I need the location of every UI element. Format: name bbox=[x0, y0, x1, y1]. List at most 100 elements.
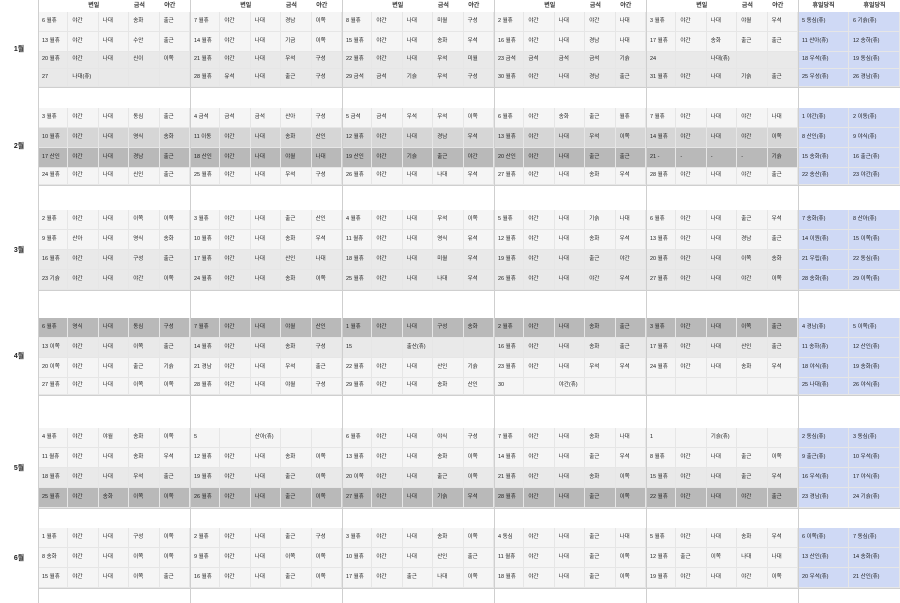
schedule-cell[interactable]: 야간 bbox=[524, 358, 555, 378]
schedule-cell[interactable]: 금석 bbox=[554, 52, 586, 69]
schedule-cell[interactable]: 나대 bbox=[402, 32, 434, 52]
schedule-cell[interactable]: 이쪽 bbox=[767, 270, 798, 290]
schedule-cell[interactable]: 나대 bbox=[554, 468, 586, 488]
schedule-cell[interactable]: 3 월휴 bbox=[342, 528, 373, 548]
schedule-cell[interactable]: 구성 bbox=[433, 318, 464, 338]
schedule-cell[interactable]: 13 월휴 bbox=[494, 128, 525, 148]
schedule-cell[interactable]: 우석 bbox=[615, 448, 646, 468]
schedule-cell[interactable]: 나대 bbox=[98, 548, 130, 568]
schedule-cell[interactable]: 이쪽 bbox=[159, 488, 190, 508]
schedule-cell[interactable]: 9 월휴 bbox=[38, 230, 69, 250]
schedule-cell[interactable]: 17 월휴 bbox=[646, 32, 677, 52]
schedule-cell[interactable]: 나대(휴) bbox=[706, 52, 738, 69]
schedule-cell[interactable]: 송화 bbox=[463, 318, 494, 338]
schedule-cell[interactable]: 17 월휴 bbox=[646, 338, 677, 358]
schedule-cell[interactable]: 우석 bbox=[767, 358, 798, 378]
schedule-cell[interactable]: 야간 bbox=[372, 250, 403, 270]
holiday-duty-cell[interactable]: 21 우립(휴) bbox=[798, 250, 849, 270]
schedule-cell[interactable]: 야간 bbox=[220, 338, 251, 358]
schedule-cell[interactable]: 야간 bbox=[676, 338, 707, 358]
schedule-cell[interactable] bbox=[676, 52, 707, 69]
schedule-cell[interactable]: 야간 bbox=[524, 230, 555, 250]
schedule-cell[interactable]: 이쪽 bbox=[615, 468, 646, 488]
schedule-cell[interactable]: 야간 bbox=[372, 230, 403, 250]
schedule-cell[interactable]: 나대 bbox=[554, 448, 586, 468]
schedule-cell[interactable]: 송화 bbox=[706, 32, 738, 52]
schedule-cell[interactable]: 야간 bbox=[68, 12, 99, 32]
schedule-cell[interactable]: 나대 bbox=[554, 69, 586, 87]
holiday-duty-cell[interactable]: 19 송화(휴) bbox=[849, 358, 900, 378]
schedule-cell[interactable]: 야간 bbox=[676, 358, 707, 378]
schedule-cell[interactable]: 야간 bbox=[524, 428, 555, 448]
holiday-duty-cell[interactable]: 6 기슭(휴) bbox=[849, 12, 900, 32]
schedule-cell[interactable]: 나대 bbox=[615, 12, 646, 32]
holiday-duty-cell[interactable]: 11 송하(휴) bbox=[798, 338, 849, 358]
schedule-cell[interactable]: 이쪽 bbox=[463, 568, 494, 588]
schedule-cell[interactable]: 우석 bbox=[433, 108, 464, 128]
schedule-cell[interactable]: 8 월휴 bbox=[342, 12, 373, 32]
schedule-cell[interactable]: 송화 bbox=[585, 338, 616, 358]
schedule-cell[interactable]: 나대 bbox=[98, 528, 130, 548]
schedule-cell[interactable]: 나대 bbox=[554, 128, 586, 148]
schedule-cell[interactable]: 구성 bbox=[129, 528, 160, 548]
schedule-cell[interactable]: 야간 bbox=[676, 108, 707, 128]
schedule-cell[interactable]: 나대 bbox=[402, 52, 434, 69]
schedule-cell[interactable]: 야간 bbox=[676, 318, 707, 338]
schedule-cell[interactable]: 27 월휴 bbox=[38, 378, 69, 395]
schedule-cell[interactable]: 14 월휴 bbox=[190, 32, 221, 52]
schedule-cell[interactable]: 야간 bbox=[372, 270, 403, 290]
schedule-cell[interactable]: 17 월휴 bbox=[342, 568, 373, 588]
schedule-cell[interactable]: 경남 bbox=[281, 12, 312, 32]
schedule-cell[interactable]: 3 월휴 bbox=[190, 210, 221, 230]
holiday-duty-cell[interactable]: 29 이쪽(휴) bbox=[849, 270, 900, 290]
schedule-cell[interactable]: 송화 bbox=[129, 448, 160, 468]
schedule-cell[interactable]: 야간 bbox=[372, 468, 403, 488]
schedule-cell[interactable]: 야간 bbox=[585, 12, 616, 32]
schedule-cell[interactable]: 기슭 bbox=[159, 358, 190, 378]
schedule-cell[interactable]: 이쪽 bbox=[706, 548, 738, 568]
schedule-cell[interactable]: 야간 bbox=[372, 528, 403, 548]
schedule-cell[interactable]: 야간 bbox=[676, 128, 707, 148]
schedule-cell[interactable]: 나대 bbox=[615, 428, 646, 448]
schedule-cell[interactable]: 나대 bbox=[402, 488, 434, 508]
schedule-cell[interactable] bbox=[676, 428, 707, 448]
schedule-cell[interactable]: 우석 bbox=[585, 128, 616, 148]
schedule-cell[interactable]: 나대 bbox=[767, 548, 798, 568]
schedule-cell[interactable]: 야간 bbox=[220, 378, 251, 395]
schedule-cell[interactable]: 나대 bbox=[402, 128, 434, 148]
schedule-cell[interactable] bbox=[281, 428, 312, 448]
schedule-cell[interactable]: 이쪽 bbox=[159, 52, 190, 69]
schedule-cell[interactable] bbox=[737, 428, 768, 448]
schedule-cell[interactable]: 송화 bbox=[433, 378, 464, 395]
schedule-cell[interactable] bbox=[524, 378, 555, 395]
schedule-cell[interactable]: 4 월휴 bbox=[342, 210, 373, 230]
schedule-cell[interactable]: 11 월휴 bbox=[494, 548, 525, 568]
schedule-cell[interactable]: 금석 bbox=[372, 69, 403, 87]
schedule-cell[interactable]: 이쪽 bbox=[615, 548, 646, 568]
schedule-cell[interactable]: 13 월휴 bbox=[342, 448, 373, 468]
schedule-cell[interactable]: 야간 bbox=[68, 108, 99, 128]
schedule-cell[interactable]: 16 월휴 bbox=[190, 568, 221, 588]
schedule-cell[interactable]: 15 bbox=[342, 338, 373, 358]
schedule-cell[interactable]: 야간 bbox=[68, 168, 99, 185]
schedule-cell[interactable]: 30 bbox=[494, 378, 525, 395]
schedule-cell[interactable]: 5 금석 bbox=[342, 108, 373, 128]
schedule-cell[interactable]: 영식 bbox=[129, 230, 160, 250]
schedule-cell[interactable]: 야간 bbox=[68, 358, 99, 378]
schedule-cell[interactable]: 출근 bbox=[615, 69, 646, 87]
schedule-cell[interactable]: 야월 bbox=[98, 428, 130, 448]
schedule-cell[interactable]: 나대 bbox=[706, 270, 738, 290]
schedule-cell[interactable]: 구성 bbox=[311, 52, 342, 69]
schedule-cell[interactable]: 야간 bbox=[524, 468, 555, 488]
schedule-cell[interactable]: 경남 bbox=[585, 69, 616, 87]
schedule-cell[interactable]: 나대 bbox=[402, 12, 434, 32]
schedule-cell[interactable] bbox=[767, 378, 798, 395]
schedule-cell[interactable]: 우석 bbox=[767, 12, 798, 32]
schedule-cell[interactable]: 야간 bbox=[676, 468, 707, 488]
schedule-cell[interactable]: 1 월휴 bbox=[342, 318, 373, 338]
schedule-cell[interactable]: 나대 bbox=[250, 488, 282, 508]
schedule-cell[interactable]: 야간 bbox=[220, 12, 251, 32]
schedule-cell[interactable]: 출근 bbox=[767, 230, 798, 250]
schedule-cell[interactable]: 나대 bbox=[554, 230, 586, 250]
schedule-cell[interactable] bbox=[706, 378, 738, 395]
